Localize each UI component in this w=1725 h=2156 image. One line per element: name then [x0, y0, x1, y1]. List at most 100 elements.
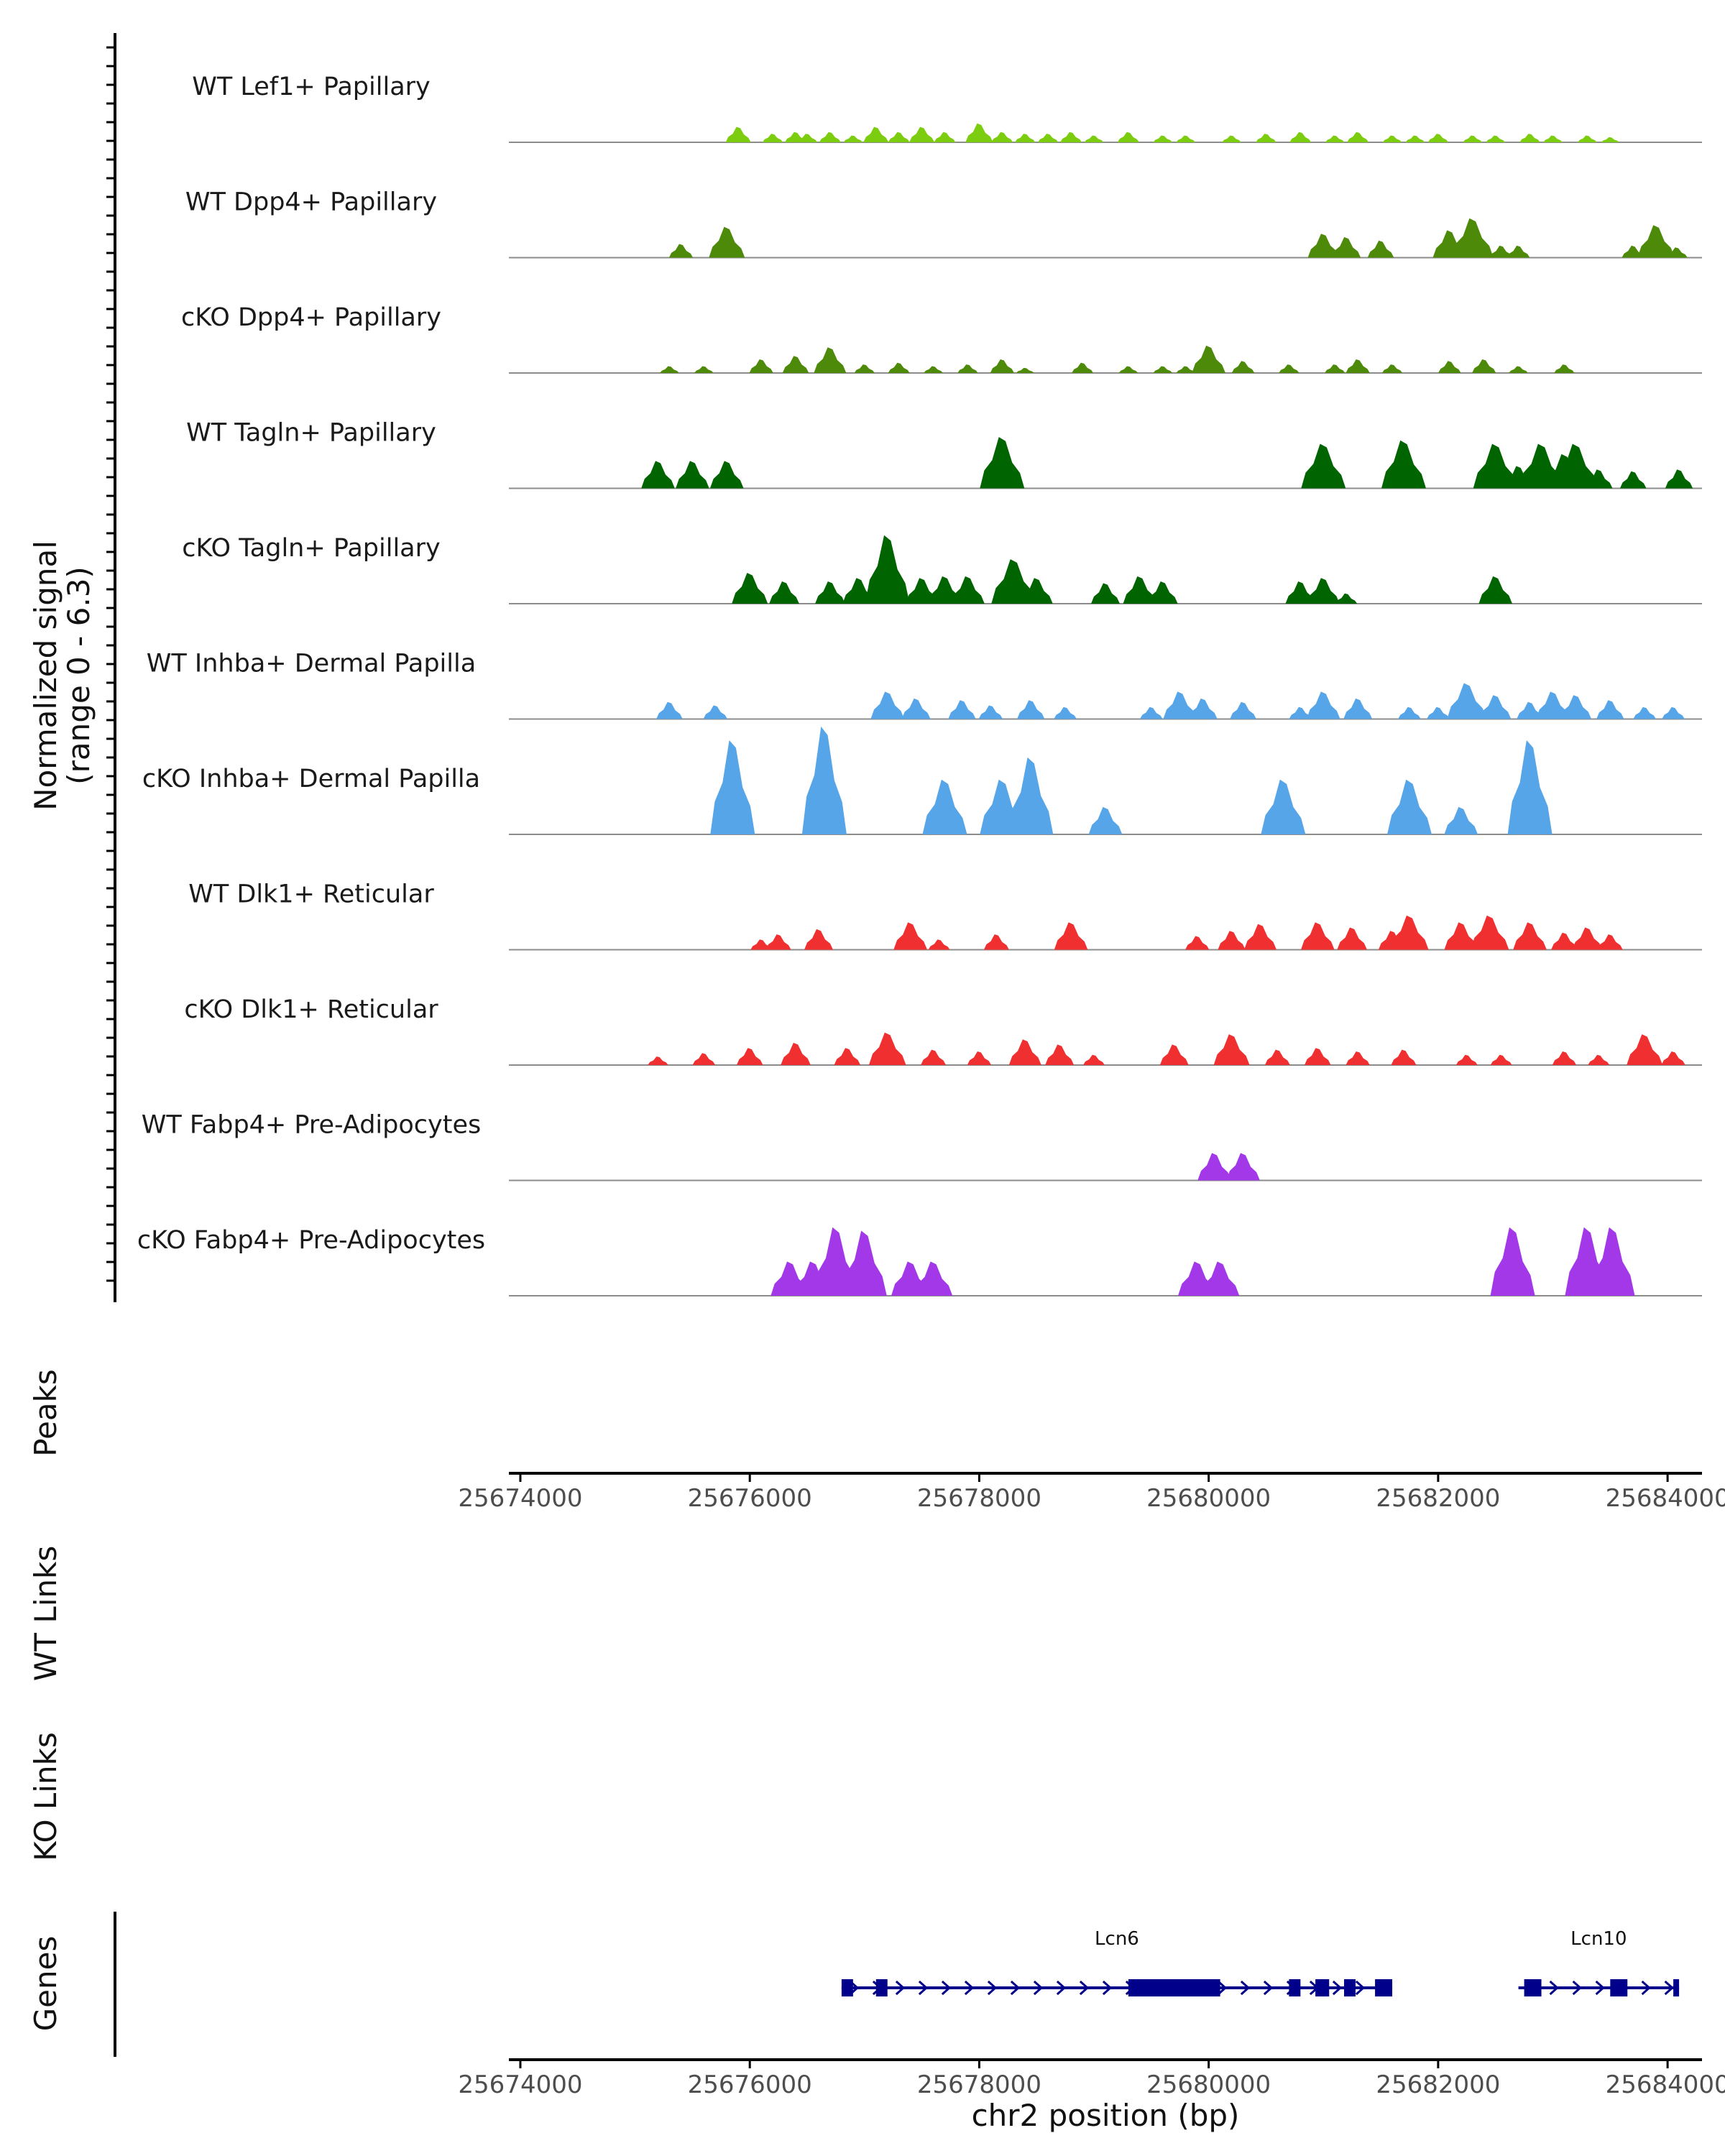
x-tick-label: 25678000: [917, 2070, 1041, 2099]
signal-peak: [1256, 134, 1276, 142]
signal-peak: [906, 578, 939, 604]
signal-peak: [1261, 779, 1306, 834]
x-tick-label: 25684000: [1606, 2070, 1725, 2099]
signal-peak: [1153, 135, 1173, 142]
signal-peak: [668, 244, 694, 258]
track-label: cKO Tagln+ Papillary: [182, 534, 441, 563]
signal-peak: [1289, 132, 1312, 142]
strand-arrow: [987, 1980, 998, 1996]
signal-peak: [1332, 236, 1361, 258]
track: WT Tagln+ Papillary: [186, 419, 1702, 489]
signal-peak: [1264, 1049, 1290, 1065]
signal-peak: [1008, 757, 1054, 834]
exon: [1673, 1979, 1680, 1996]
exon: [1128, 1979, 1220, 1996]
peaks-track-label: Peaks: [28, 1369, 63, 1457]
signal-peak: [1301, 443, 1346, 489]
signal-peak: [762, 134, 783, 142]
signal-peak: [1398, 706, 1421, 719]
signal-peak: [1301, 922, 1335, 950]
strand-arrow: [1010, 1980, 1021, 1996]
signal-peak: [868, 1032, 906, 1065]
signal-peak: [1346, 359, 1370, 373]
signal-peak: [967, 1051, 992, 1065]
x-tick-label: 25682000: [1376, 1484, 1500, 1513]
signal-peak: [1346, 1051, 1370, 1065]
signal-peak: [928, 939, 950, 950]
x-tick-label: 25682000: [1376, 2070, 1500, 2099]
signal-peak: [1554, 364, 1575, 373]
gene: Lcn10: [1518, 1928, 1680, 1996]
x-tick-label: 25674000: [458, 1484, 582, 1513]
exon: [1289, 1979, 1301, 1996]
signal-peak: [965, 123, 993, 142]
signal-peak: [1637, 225, 1675, 258]
strand-arrow: [1355, 1980, 1366, 1996]
signal-peak: [843, 135, 863, 142]
signal-peak: [1455, 1054, 1478, 1065]
signal-peak: [703, 705, 727, 719]
signal-peak: [1588, 1054, 1610, 1065]
signal-peak: [1519, 134, 1540, 142]
strand-arrow: [1332, 1980, 1343, 1996]
wt-links-track-label: WT Links: [28, 1546, 63, 1681]
signal-peak: [957, 364, 978, 373]
signal-peak: [1478, 576, 1512, 604]
signal-peak: [951, 576, 985, 604]
track-label: cKO Fabp4+ Pre-Adipocytes: [137, 1226, 485, 1255]
signal-peak: [1045, 1044, 1075, 1065]
strand-arrow: [1033, 1980, 1044, 1996]
track: WT Inhba+ Dermal Papilla: [147, 650, 1702, 720]
y-axis-range: (range 0 - 6.3): [61, 566, 96, 785]
strand-arrow: [1664, 1980, 1674, 1996]
signal-peak: [1347, 132, 1369, 142]
track-label: WT Lef1+ Papillary: [192, 73, 431, 101]
signal-peak: [814, 347, 847, 373]
signal-peak: [1463, 135, 1483, 142]
signal-peak: [1084, 135, 1104, 142]
signal-peak: [1188, 698, 1218, 719]
x-tick-label: 25676000: [688, 2070, 812, 2099]
signal-peak: [1553, 443, 1598, 489]
signal-peak: [769, 581, 799, 604]
track-label: WT Dlk1+ Reticular: [188, 880, 434, 909]
x-axis-top: 25674000 25676000 25678000 25680000 25682000…: [458, 1472, 1725, 1513]
track: WT Dpp4+ Papillary: [185, 188, 1702, 259]
signal-peak: [1597, 934, 1623, 950]
genes-track-label: Genes: [28, 1936, 63, 2032]
signal-peak: [1218, 931, 1246, 950]
signal-peak: [676, 461, 709, 489]
signal-peak: [1536, 691, 1570, 719]
signal-peak: [1551, 932, 1578, 950]
signal-peak: [1513, 922, 1547, 950]
signal-peak: [1117, 132, 1139, 142]
signal-peak: [1601, 137, 1619, 142]
track-label: cKO Inhba+ Dermal Papilla: [142, 765, 480, 793]
signal-peak: [909, 126, 935, 142]
signal-peak: [1665, 247, 1688, 258]
track-label: WT Fabp4+ Pre-Adipocytes: [142, 1111, 481, 1140]
signal-peak: [641, 461, 675, 489]
signal-peak: [888, 362, 910, 373]
x-axis-bottom: 25674000 25676000 25678000 25680000 25682000…: [458, 2058, 1725, 2099]
signal-peak: [1054, 706, 1077, 719]
signal-peak: [749, 359, 773, 373]
signal-peak: [804, 929, 833, 950]
track: cKO Tagln+ Papillary: [182, 534, 1702, 604]
signal-peak: [1307, 234, 1339, 258]
signal-peak: [854, 364, 875, 373]
signal-peak: [922, 779, 967, 834]
signal-peak: [710, 740, 755, 834]
signal-peak: [1335, 593, 1358, 604]
signal-peak: [1578, 135, 1597, 142]
signal-peak: [1427, 134, 1449, 142]
signal-peak: [1230, 701, 1256, 719]
signal-peak: [1473, 443, 1518, 489]
x-tick-label: 25680000: [1146, 2070, 1271, 2099]
signal-peak: [980, 437, 1025, 489]
track-label: WT Dpp4+ Papillary: [185, 188, 437, 217]
signal-peak: [1038, 134, 1059, 142]
strand-arrow: [941, 1980, 952, 1996]
signal-peak: [1438, 361, 1461, 373]
strand-arrow: [1217, 1980, 1228, 1996]
